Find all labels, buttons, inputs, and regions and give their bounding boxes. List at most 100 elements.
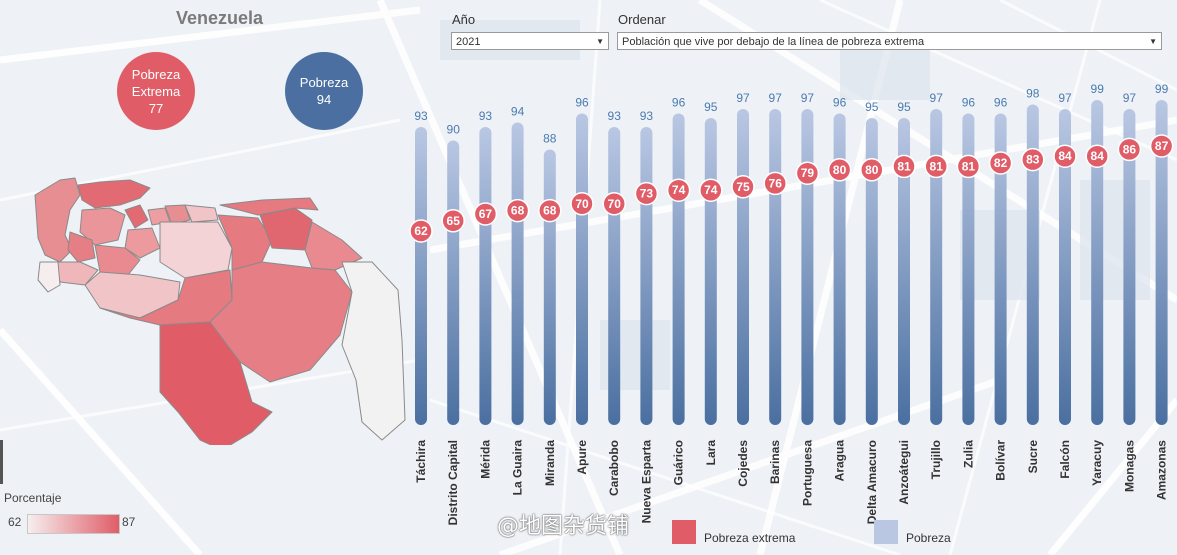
map-state-falcon[interactable] (77, 179, 151, 209)
map-state-aragua[interactable] (164, 204, 191, 225)
poverty-bar[interactable] (898, 118, 910, 425)
map-state-cojedes[interactable] (124, 227, 161, 259)
category-label: Anzoátegui (897, 440, 911, 505)
extreme-poverty-point[interactable] (763, 171, 787, 196)
poverty-bar[interactable] (608, 127, 621, 425)
extreme-poverty-point[interactable] (409, 219, 433, 243)
map-state-miranda[interactable] (184, 204, 219, 223)
extreme-poverty-point[interactable] (602, 192, 626, 216)
category-label: Distrito Capital (446, 440, 460, 525)
extreme-poverty-point[interactable] (1117, 137, 1142, 162)
extreme-value-label: 86 (1123, 142, 1137, 156)
poverty-bar[interactable] (930, 109, 943, 425)
map-state-lara[interactable] (79, 207, 126, 246)
category-label: Zulia (961, 440, 975, 468)
category-label: Táchira (414, 440, 428, 483)
category-label: Barinas (768, 440, 782, 484)
poverty-bar[interactable] (511, 122, 524, 426)
poverty-bar[interactable] (576, 113, 588, 426)
extreme-poverty-point[interactable] (634, 181, 659, 206)
poverty-bar[interactable] (769, 109, 782, 425)
poverty-value-label: 97 (769, 91, 783, 105)
extreme-poverty-point[interactable] (731, 175, 755, 199)
poverty-value-label: 93 (608, 109, 622, 123)
poverty-bar[interactable] (543, 149, 556, 426)
extreme-poverty-point[interactable] (827, 158, 852, 182)
map-state-apure[interactable] (99, 269, 233, 326)
extreme-poverty-point[interactable] (441, 209, 465, 233)
year-select[interactable]: 2021 ▼ (451, 32, 609, 50)
extreme-poverty-point[interactable] (1085, 144, 1109, 168)
extreme-poverty-point[interactable] (570, 192, 594, 216)
chevron-down-icon: ▼ (1149, 37, 1157, 46)
category-label: Amazonas (1155, 440, 1169, 500)
category-label: Miranda (543, 440, 557, 486)
poverty-value-label: 99 (1091, 82, 1105, 96)
poverty-value-label: 95 (897, 100, 911, 114)
category-label: Cojedes (736, 440, 750, 487)
category-label: Portuguesa (800, 440, 814, 506)
poverty-bar[interactable] (704, 118, 717, 425)
poverty-bar[interactable] (994, 113, 1007, 426)
extreme-poverty-point[interactable] (795, 161, 820, 185)
poverty-value-label: 93 (479, 109, 493, 123)
poverty-bar[interactable] (737, 109, 749, 425)
poverty-bar[interactable] (672, 113, 685, 426)
poverty-bar[interactable] (962, 113, 975, 426)
poverty-bar[interactable] (1091, 100, 1104, 425)
extreme-poverty-point[interactable] (892, 154, 916, 179)
extreme-label-line2: Extrema (131, 83, 181, 99)
category-label: Falcón (1058, 440, 1072, 479)
poverty-bar[interactable] (1155, 100, 1168, 425)
map-legend-gradient (27, 514, 120, 534)
extreme-poverty-point[interactable] (1149, 134, 1174, 158)
map-state-zulia[interactable] (34, 177, 81, 263)
extreme-poverty-point[interactable] (1053, 144, 1077, 168)
poverty-bar[interactable] (479, 127, 492, 425)
extreme-poverty-point[interactable] (473, 202, 498, 226)
extreme-poverty-point[interactable] (1021, 147, 1045, 172)
poverty-bar[interactable] (801, 109, 814, 425)
poverty-value-label: 97 (1058, 91, 1072, 105)
extreme-poverty-point[interactable] (860, 158, 884, 182)
category-label: La Guaira (511, 440, 525, 496)
extreme-value-label: 83 (1026, 153, 1040, 167)
poverty-bar[interactable] (1123, 109, 1136, 425)
extreme-poverty-point[interactable] (699, 178, 723, 202)
map-state-yaracuy[interactable] (124, 204, 149, 229)
extreme-poverty-point[interactable] (956, 154, 981, 179)
extreme-poverty-point[interactable] (988, 151, 1013, 175)
map-state-tachira[interactable] (37, 261, 61, 293)
poverty-value-label: 96 (672, 96, 686, 110)
extreme-value-label: 81 (897, 159, 911, 173)
poverty-bar[interactable] (640, 127, 653, 425)
extreme-value-label: 80 (865, 163, 879, 177)
extreme-poverty-summary: Pobreza Extrema 77 (117, 52, 195, 130)
poverty-bar[interactable] (415, 127, 427, 425)
map-state-guarico[interactable] (159, 221, 233, 279)
map-state-sucre[interactable] (219, 197, 319, 216)
extreme-poverty-point[interactable] (924, 154, 948, 179)
extreme-value-label: 70 (608, 197, 622, 211)
sort-select[interactable]: Población que vive por debajo de la líne… (617, 32, 1162, 50)
extreme-poverty-point[interactable] (538, 198, 562, 223)
map-state-bolivar[interactable] (209, 261, 353, 383)
poverty-bar[interactable] (865, 118, 878, 425)
map-state-trujillo[interactable] (67, 231, 96, 263)
poverty-value-label: 93 (640, 109, 654, 123)
poverty-bar[interactable] (833, 113, 846, 426)
poverty-value-label: 97 (736, 91, 750, 105)
extreme-poverty-point[interactable] (666, 178, 691, 202)
poverty-value-label: 96 (575, 96, 589, 110)
extreme-value-label: 84 (1058, 149, 1072, 163)
map-state-amazonas[interactable] (159, 321, 273, 445)
map-state-portuguesa[interactable] (94, 244, 141, 276)
poverty-bar[interactable] (447, 140, 460, 426)
poverty-value-label: 90 (447, 123, 461, 137)
poverty-bar[interactable] (1026, 104, 1039, 426)
poverty-bar[interactable] (1059, 109, 1071, 425)
category-label: Carabobo (607, 440, 621, 496)
map-legend-max: 87 (122, 515, 136, 529)
category-label: Delta Amacuro (865, 440, 879, 524)
extreme-poverty-point[interactable] (505, 198, 530, 223)
